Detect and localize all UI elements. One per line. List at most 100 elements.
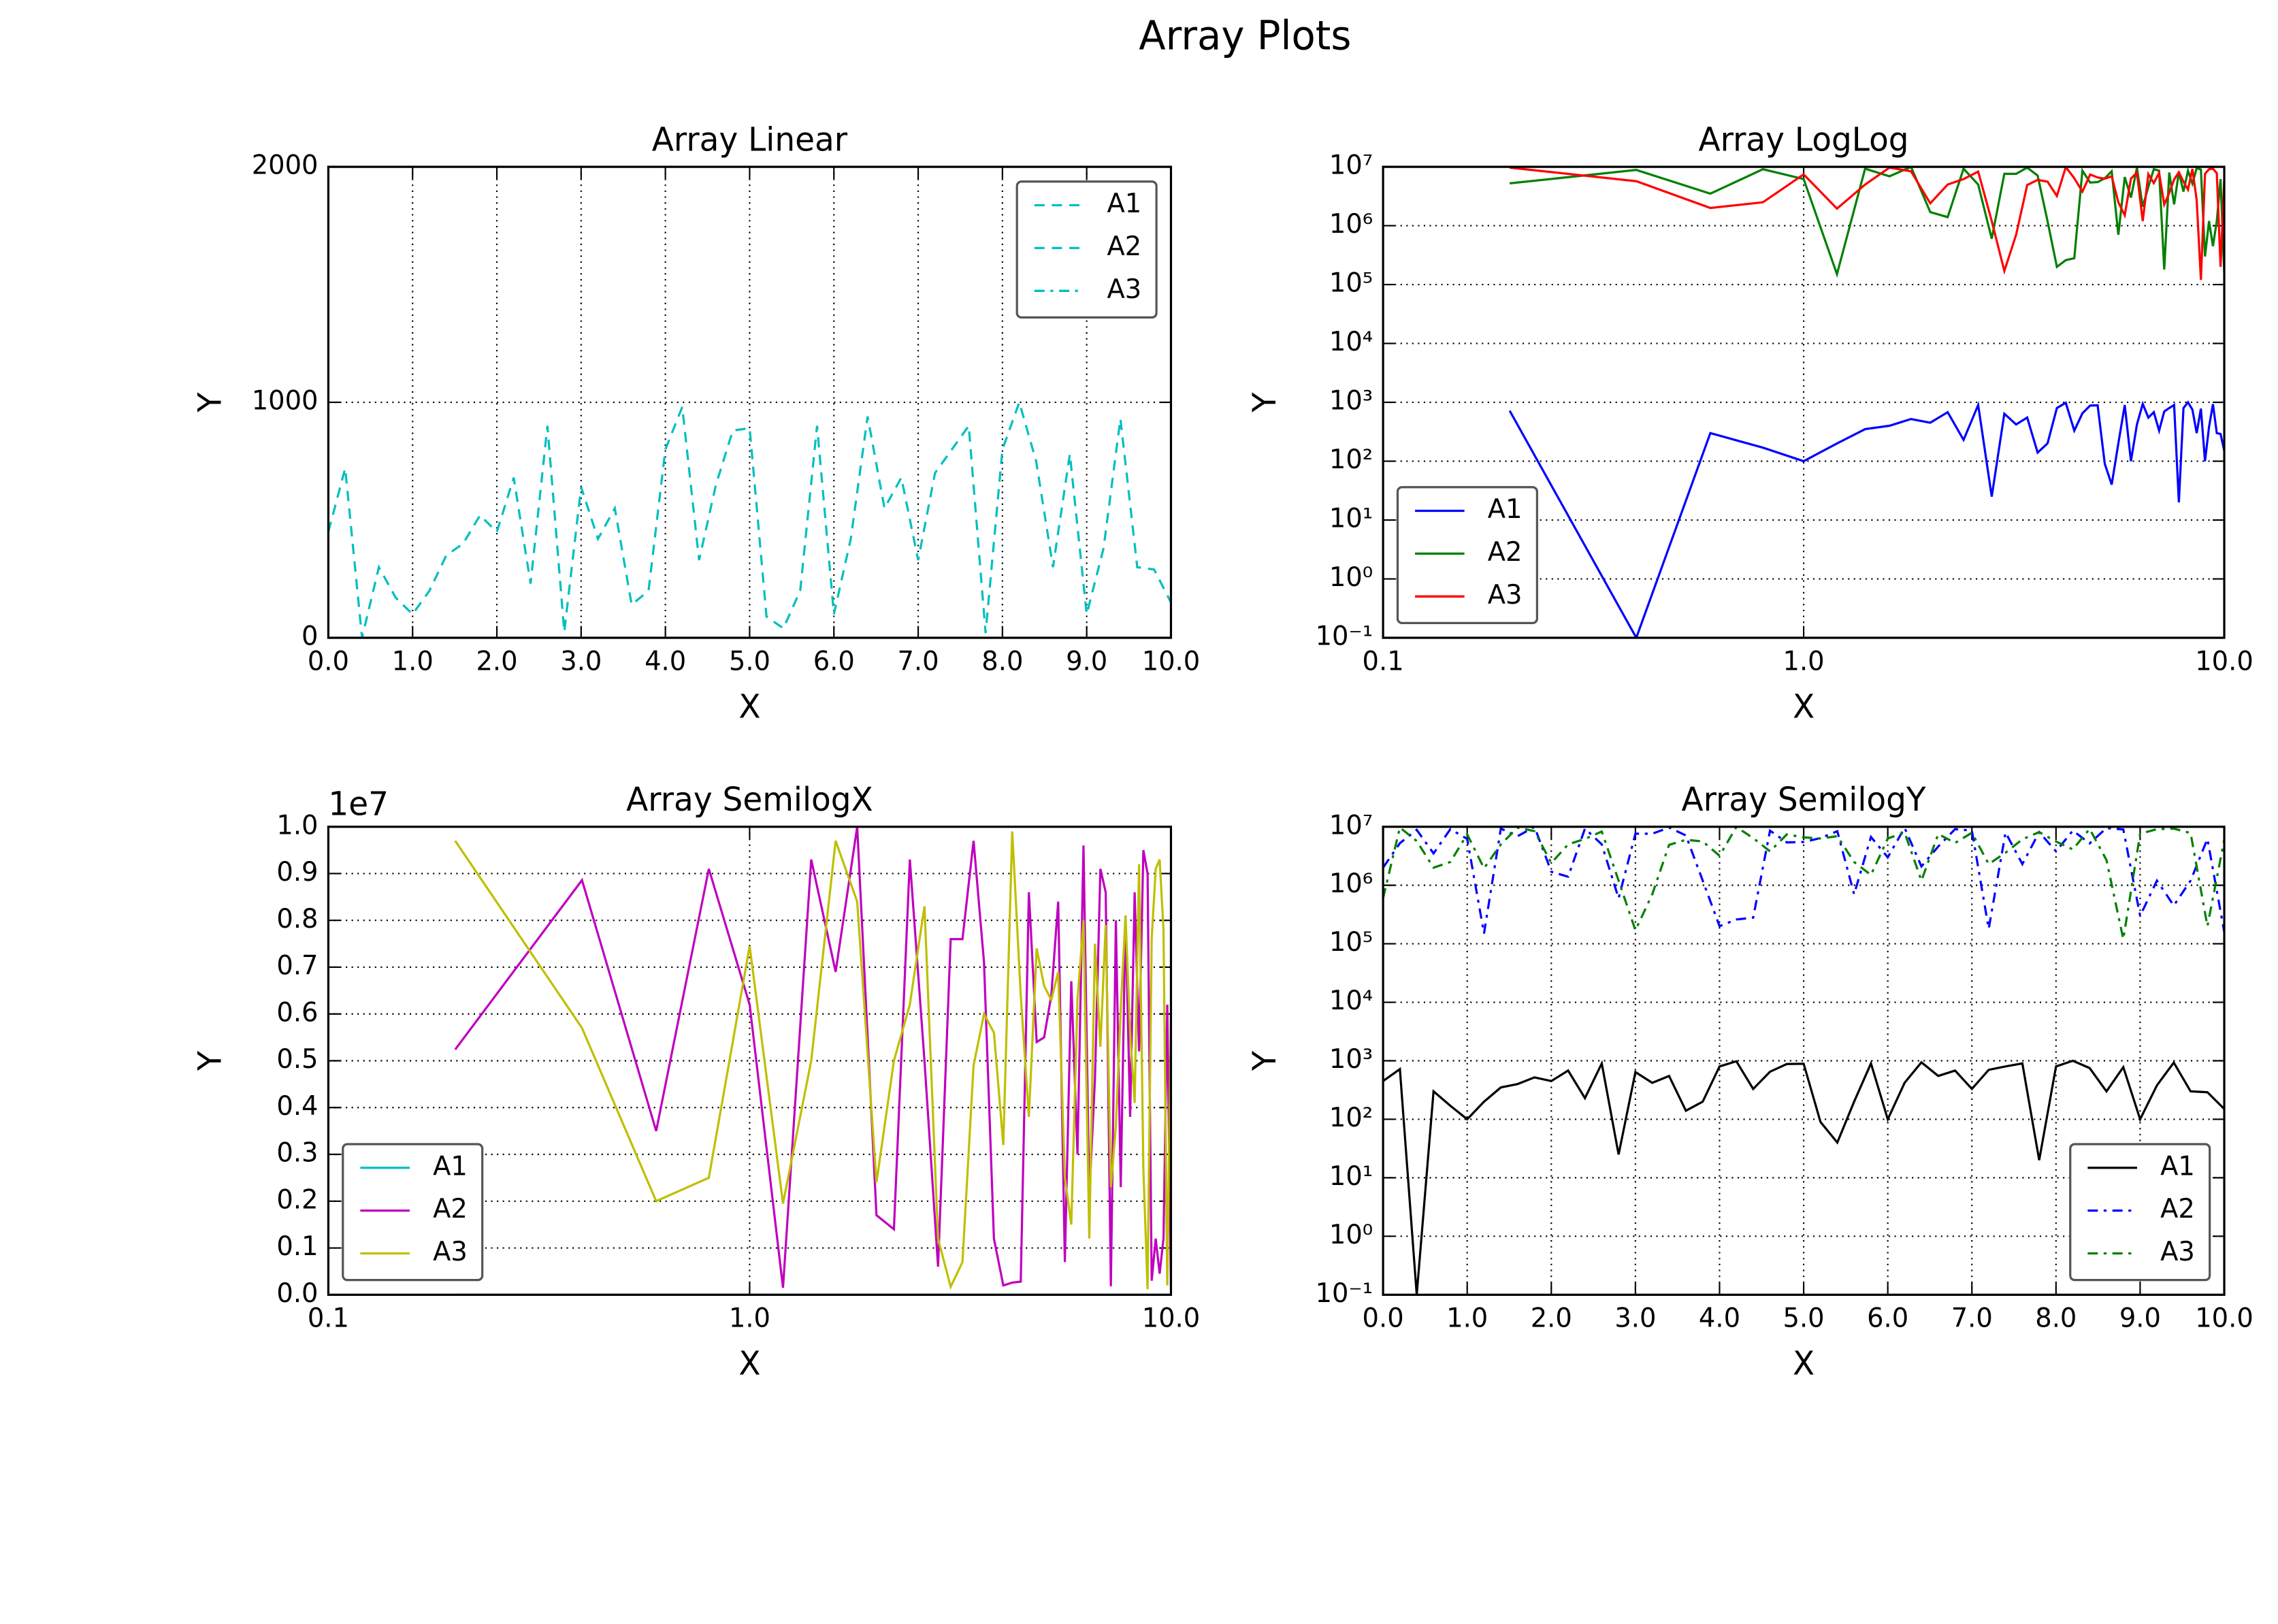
- legend-label: A2: [433, 1194, 468, 1224]
- y-axis-label: Y: [1247, 392, 1284, 412]
- axes-frame: [327, 165, 1173, 639]
- y-tick-label: 0.0: [276, 1278, 318, 1309]
- legend-label: A1: [1107, 189, 1142, 219]
- x-tick-label: 10.0: [2195, 646, 2253, 677]
- x-tick-label: 0.0: [308, 646, 349, 677]
- y-tick-label: 10⁷: [1329, 810, 1373, 841]
- legend-label: A2: [2160, 1194, 2195, 1224]
- x-tick-label: 3.0: [560, 646, 602, 677]
- legend-label: A1: [433, 1151, 468, 1182]
- axes-title: Array SemilogY: [1682, 781, 1926, 819]
- legend-box: [2069, 1143, 2211, 1282]
- x-tick-label: 9.0: [2119, 1303, 2161, 1333]
- y-tick-label: 0.8: [276, 904, 318, 935]
- y-tick-label: 10¹: [1329, 503, 1373, 534]
- x-tick-label: 0.1: [308, 1303, 349, 1333]
- x-axis-label: X: [1793, 1345, 1815, 1382]
- legend-label: A3: [1488, 580, 1523, 611]
- series-line: [1383, 826, 2225, 934]
- x-tick-label: 2.0: [476, 646, 517, 677]
- x-tick-label: 2.0: [1531, 1303, 1572, 1333]
- y-tick-label: 0.6: [276, 997, 318, 1028]
- x-tick-label: 10.0: [1142, 646, 1201, 677]
- x-axis-label: X: [738, 1345, 760, 1382]
- y-tick-label: 0.7: [276, 950, 318, 981]
- y-tick-label: 10³: [1329, 1044, 1373, 1075]
- axes-frame: [1382, 165, 2226, 639]
- x-tick-label: 1.0: [1783, 646, 1825, 677]
- y-tick-label: 0.5: [276, 1044, 318, 1075]
- x-tick-label: 3.0: [1614, 1303, 1656, 1333]
- x-tick-label: 1.0: [392, 646, 434, 677]
- series-line: [1509, 167, 2225, 280]
- y-axis-label: Y: [192, 392, 229, 412]
- x-tick-label: 4.0: [645, 646, 686, 677]
- legend-label: A3: [1107, 274, 1142, 305]
- figure-title: Array Plots: [1139, 12, 1351, 59]
- x-tick-label: 1.0: [1446, 1303, 1488, 1333]
- y-tick-label: 10¹: [1329, 1161, 1373, 1192]
- series-line: [1509, 167, 2225, 278]
- x-tick-label: 4.0: [1699, 1303, 1740, 1333]
- y-tick-label: 10⁶: [1329, 868, 1373, 899]
- series-line: [454, 826, 1171, 1288]
- x-axis-label: X: [738, 688, 760, 726]
- x-tick-label: 10.0: [2195, 1303, 2253, 1333]
- legend-label: A2: [1488, 537, 1523, 568]
- y-tick-label: 10⁵: [1329, 927, 1373, 958]
- y-tick-label: 10⁰: [1329, 562, 1373, 593]
- axes-frame: [1382, 826, 2226, 1296]
- axes-frame: [327, 826, 1173, 1296]
- y-axis-label: Y: [1247, 1051, 1284, 1071]
- x-tick-label: 8.0: [2035, 1303, 2077, 1333]
- legend-label: A1: [1488, 494, 1523, 525]
- x-tick-label: 7.0: [1951, 1303, 1993, 1333]
- y-tick-label: 10²: [1329, 1103, 1373, 1133]
- x-tick-label: 8.0: [981, 646, 1023, 677]
- y-tick-label: 10⁴: [1329, 327, 1373, 357]
- y-tick-label: 0.3: [276, 1137, 318, 1168]
- y-tick-label: 0.2: [276, 1184, 318, 1215]
- y-tick-label: 0: [302, 621, 318, 651]
- y-tick-label: 10⁷: [1329, 150, 1373, 180]
- legend-box: [1015, 180, 1158, 319]
- x-tick-label: 6.0: [1867, 1303, 1908, 1333]
- y-axis-label: Y: [192, 1051, 229, 1071]
- series-line: [1383, 826, 2225, 940]
- legend-label: A3: [433, 1237, 468, 1267]
- x-tick-label: 9.0: [1066, 646, 1107, 677]
- series-line: [328, 398, 1171, 638]
- legend-label: A3: [2160, 1237, 2195, 1267]
- x-tick-label: 10.0: [1142, 1303, 1201, 1333]
- axes-title: Array SemilogX: [626, 781, 873, 819]
- y-tick-label: 10²: [1329, 444, 1373, 475]
- x-tick-label: 7.0: [898, 646, 939, 677]
- x-tick-label: 1.0: [729, 1303, 770, 1333]
- series-line: [454, 831, 1171, 1290]
- legend-label: A2: [1107, 231, 1142, 262]
- legend-label: A1: [2160, 1151, 2195, 1182]
- y-tick-label: 10⁰: [1329, 1220, 1373, 1250]
- legend-box: [342, 1143, 484, 1282]
- y-tick-label: 2000: [252, 150, 319, 180]
- series-line: [1508, 400, 2225, 638]
- y-tick-label: 0.9: [276, 857, 318, 888]
- x-tick-label: 6.0: [813, 646, 855, 677]
- y-tick-label: 10⁻¹: [1316, 621, 1373, 651]
- series-line: [1383, 1059, 2225, 1295]
- y-tick-label: 10⁻¹: [1316, 1278, 1373, 1309]
- x-tick-label: 0.1: [1363, 646, 1404, 677]
- y-tick-label: 0.1: [276, 1231, 318, 1262]
- x-tick-label: 5.0: [1783, 1303, 1825, 1333]
- axes-title: Array LogLog: [1699, 121, 1909, 159]
- y-tick-label: 10⁶: [1329, 209, 1373, 240]
- axes-title: Array Linear: [652, 121, 848, 159]
- x-tick-label: 0.0: [1363, 1303, 1404, 1333]
- x-tick-label: 5.0: [729, 646, 770, 677]
- y-tick-label: 1000: [252, 385, 319, 416]
- y-tick-label: 1.0: [276, 810, 318, 841]
- x-axis-label: X: [1793, 688, 1815, 726]
- y-tick-label: 10⁴: [1329, 986, 1373, 1016]
